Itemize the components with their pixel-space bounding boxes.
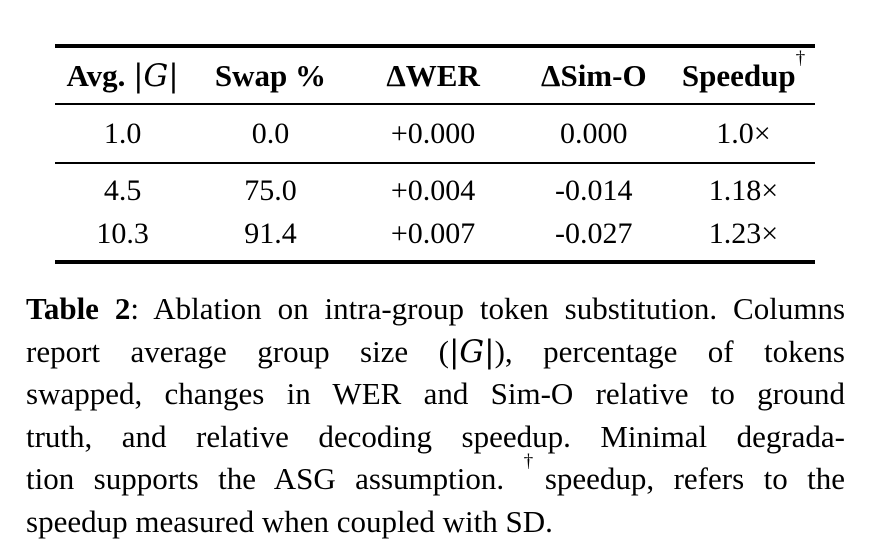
table-cell: 1.18× <box>708 174 779 207</box>
caption-text: ), percentage of tokens <box>494 333 845 369</box>
header-cell-speedup: Speedup† <box>672 49 815 97</box>
caption-text: report average group size ( <box>26 333 449 369</box>
table-cell: -0.014 <box>555 174 633 207</box>
table-cell: 0.0 <box>251 117 290 150</box>
table-cell: +0.000 <box>390 117 476 150</box>
table-cell: 1.23× <box>708 217 779 250</box>
results-table: Avg. |G| Swap % ΔWER ΔSim-O Speedup† 1.0… <box>55 44 815 264</box>
table-cell: +0.007 <box>390 217 476 250</box>
table-cell: 10.3 <box>96 217 149 250</box>
header-cell-delta-simo: ΔSim-O <box>541 58 647 93</box>
caption-line: tion supports the ASG assumption. †speed… <box>26 452 845 501</box>
table-header-row: Avg. |G| Swap % ΔWER ΔSim-O Speedup† <box>55 44 815 105</box>
table-cell: -0.027 <box>555 217 633 250</box>
avg-label: Avg. <box>66 58 134 93</box>
dagger-superscript-icon: † <box>523 451 545 473</box>
table-row: 10.3 91.4 +0.007 -0.027 1.23× <box>55 212 815 255</box>
caption-line: Table 2: Ablation on intra-group token s… <box>26 288 845 331</box>
speedup-label: Speedup <box>681 58 796 93</box>
caption-text: tion supports the ASG assumption. <box>26 461 524 497</box>
header-cell-avg-group-size: Avg. |G| <box>55 55 190 97</box>
table-cell: 4.5 <box>103 174 142 207</box>
table-caption: Table 2: Ablation on intra-group token s… <box>26 288 845 544</box>
table-cell: 1.0× <box>716 117 771 150</box>
table-cell: 0.000 <box>560 117 628 150</box>
table-cell: 91.4 <box>244 217 297 250</box>
dagger-superscript-icon: † <box>795 48 806 70</box>
header-cell-swap-pct: Swap % <box>214 58 326 93</box>
caption-text: speedup, refers to the <box>544 461 845 497</box>
caption-line: truth, and relative decoding speedup. Mi… <box>26 418 845 454</box>
caption-text: : Ablation on intra-group token substitu… <box>130 291 846 326</box>
caption-line: speedup measured when coupled with SD. <box>26 503 553 539</box>
header-cell-delta-wer: ΔWER <box>386 58 480 93</box>
table-cell: 1.0 <box>103 117 142 150</box>
table-row-baseline: 1.0 0.0 +0.000 0.000 1.0× <box>55 105 815 164</box>
table-row: 4.5 75.0 +0.004 -0.014 1.18× <box>55 169 815 212</box>
table-body-ablation-rows: 4.5 75.0 +0.004 -0.014 1.18× 10.3 91.4 +… <box>55 164 815 264</box>
caption-line: report average group size (|G|), percent… <box>26 331 845 374</box>
group-size-symbol: |G| <box>133 58 179 94</box>
caption-label: Table 2 <box>26 291 131 326</box>
caption-line: swapped, changes in WER and Sim-O relati… <box>26 376 845 412</box>
table-cell: +0.004 <box>390 174 476 207</box>
table-cell: 75.0 <box>244 174 297 207</box>
group-size-symbol: |G| <box>448 333 495 370</box>
